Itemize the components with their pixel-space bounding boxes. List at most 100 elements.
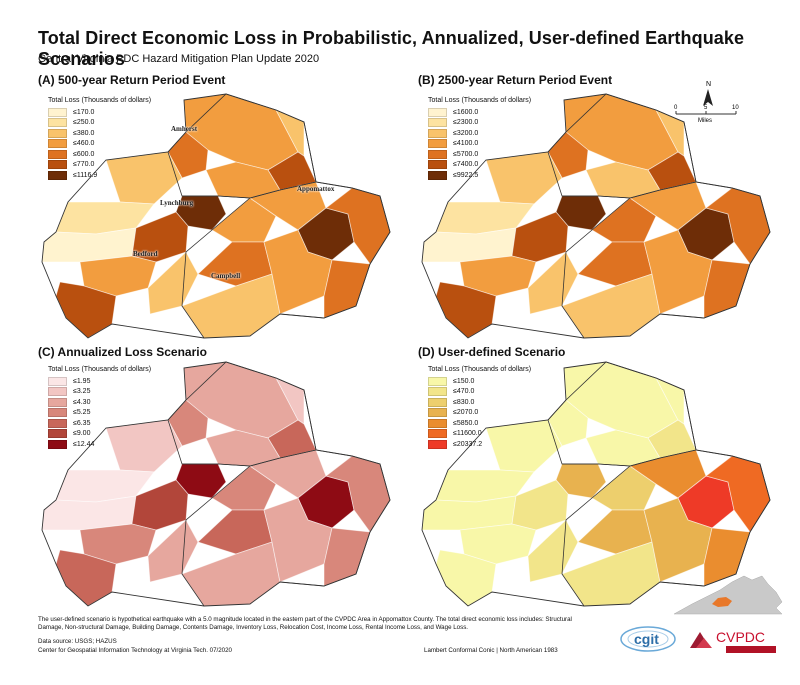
map-panel-c xyxy=(41,361,391,607)
place-label-campbell: Campbell xyxy=(211,272,241,280)
legend-swatch xyxy=(48,429,67,439)
page-subtitle: Central Virginia PDC Hazard Mitigation P… xyxy=(38,53,320,65)
legend-swatch xyxy=(428,397,447,407)
map-panel-a xyxy=(41,93,391,339)
legend-label: ≤9.00 xyxy=(73,430,91,438)
panel-c-title: (C) Annualized Loss Scenario xyxy=(38,345,207,359)
legend-item: ≤150.0 xyxy=(428,376,531,387)
legend-item: ≤9.00 xyxy=(48,429,151,440)
legend-label: ≤5700.0 xyxy=(453,150,479,158)
legend-label: ≤250.0 xyxy=(73,119,95,127)
legend-swatch xyxy=(428,439,447,449)
legend-item: ≤3200.0 xyxy=(428,128,531,139)
legend-swatch xyxy=(48,118,67,128)
legend-swatch xyxy=(428,107,447,117)
study-area-outline xyxy=(421,93,771,339)
north-arrow-scale-bar: N 0 5 10 Miles xyxy=(674,81,739,124)
legend-swatch xyxy=(48,139,67,149)
legend-label: ≤830.0 xyxy=(453,398,475,406)
legend-title: Total Loss (Thousands of dollars) xyxy=(48,366,152,373)
legend-swatch xyxy=(48,376,67,386)
county-boundary xyxy=(181,463,252,607)
legend-swatch xyxy=(48,387,67,397)
legend-panel-d: Total Loss (Thousands of dollars) ≤150.0… xyxy=(428,366,531,450)
legend-label: ≤12.44 xyxy=(73,440,95,448)
scale-tick-5: 5 xyxy=(704,105,708,111)
legend-title: Total Loss (Thousands of dollars) xyxy=(48,97,152,104)
legend-label: ≤3.25 xyxy=(73,388,91,396)
legend-item: ≤4100.0 xyxy=(428,139,531,150)
legend-item: ≤7400.0 xyxy=(428,160,531,171)
legend-swatch xyxy=(48,107,67,117)
legend-swatch xyxy=(428,387,447,397)
credit: Center for Geospatial Information Techno… xyxy=(38,647,232,654)
legend-swatch xyxy=(48,160,67,170)
legend-item: ≤1600.0 xyxy=(428,107,531,118)
legend-item: ≤20337.2 xyxy=(428,439,531,450)
legend-swatch xyxy=(428,170,447,180)
cvpdc-logo: CVPDC xyxy=(690,629,776,653)
north-arrow-icon xyxy=(703,89,713,106)
cgit-logo-text: cgit xyxy=(634,631,659,647)
legend-label: ≤4.30 xyxy=(73,398,91,406)
legend-label: ≤770.0 xyxy=(73,161,95,169)
panel-a-title: (A) 500-year Return Period Event xyxy=(38,73,226,87)
virginia-locator-map xyxy=(673,575,783,615)
scale-unit: Miles xyxy=(698,118,712,124)
legend-swatch xyxy=(428,160,447,170)
county-boundary xyxy=(181,195,252,339)
legend-item: ≤12.44 xyxy=(48,439,151,450)
legend-label: ≤1116.9 xyxy=(73,171,98,179)
legend-label: ≤3200.0 xyxy=(453,129,479,137)
legend-swatch xyxy=(428,408,447,418)
map-region-bedford-se xyxy=(527,251,579,315)
legend-item: ≤470.0 xyxy=(428,387,531,398)
legend-label: ≤1.95 xyxy=(73,377,91,385)
legend-item: ≤9922.5 xyxy=(428,170,531,181)
legend-panel-b: Total Loss (Thousands of dollars) ≤1600.… xyxy=(428,97,531,181)
legend-item: ≤2300.0 xyxy=(428,118,531,129)
map-region-bedford-se xyxy=(147,251,199,315)
legend-label: ≤470.0 xyxy=(453,388,475,396)
legend-item: ≤1.95 xyxy=(48,376,151,387)
panel-d-title: (D) User-defined Scenario xyxy=(418,345,566,359)
north-label: N xyxy=(706,81,711,88)
study-area-outline xyxy=(41,93,391,339)
legend-swatch xyxy=(428,139,447,149)
legend-label: ≤9922.5 xyxy=(453,171,479,179)
legend-swatch xyxy=(428,118,447,128)
legend-label: ≤6.35 xyxy=(73,419,91,427)
legend-panel-c: Total Loss (Thousands of dollars) ≤1.95 ≤… xyxy=(48,366,151,450)
legend-label: ≤460.0 xyxy=(73,140,95,148)
legend-swatch xyxy=(48,149,67,159)
legend-swatch xyxy=(428,418,447,428)
map-panel-d xyxy=(421,361,771,607)
legend-item: ≤770.0 xyxy=(48,160,151,171)
legend-item: ≤5.25 xyxy=(48,408,151,419)
page-title: Total Direct Economic Loss in Probabilis… xyxy=(38,28,745,69)
legend-item: ≤4.30 xyxy=(48,397,151,408)
place-label-bedford: Bedford xyxy=(133,250,158,258)
cgit-logo: cgit xyxy=(620,626,676,652)
legend-item: ≤250.0 xyxy=(48,118,151,129)
map-region-bedford-se xyxy=(527,519,579,583)
legend-swatch xyxy=(48,439,67,449)
legend-item: ≤5700.0 xyxy=(428,149,531,160)
scale-tick-10: 10 xyxy=(732,105,739,111)
legend-swatch xyxy=(428,376,447,386)
legend-item: ≤3.25 xyxy=(48,387,151,398)
cvpdc-logo-text: CVPDC xyxy=(716,629,765,645)
legend-item: ≤1116.9 xyxy=(48,170,151,181)
legend-item: ≤600.0 xyxy=(48,149,151,160)
legend-item: ≤460.0 xyxy=(48,139,151,150)
place-label-amherst: Amherst xyxy=(171,125,198,133)
legend-label: ≤5850.0 xyxy=(453,419,479,427)
county-boundary xyxy=(561,195,632,339)
map-panel-b xyxy=(421,93,771,339)
legend-label: ≤5.25 xyxy=(73,409,91,417)
map-region-bedford-se xyxy=(147,519,199,583)
place-label-appomattox: Appomattox xyxy=(297,185,335,193)
legend-item: ≤2070.0 xyxy=(428,408,531,419)
legend-swatch xyxy=(48,408,67,418)
legend-label: ≤20337.2 xyxy=(453,440,483,448)
